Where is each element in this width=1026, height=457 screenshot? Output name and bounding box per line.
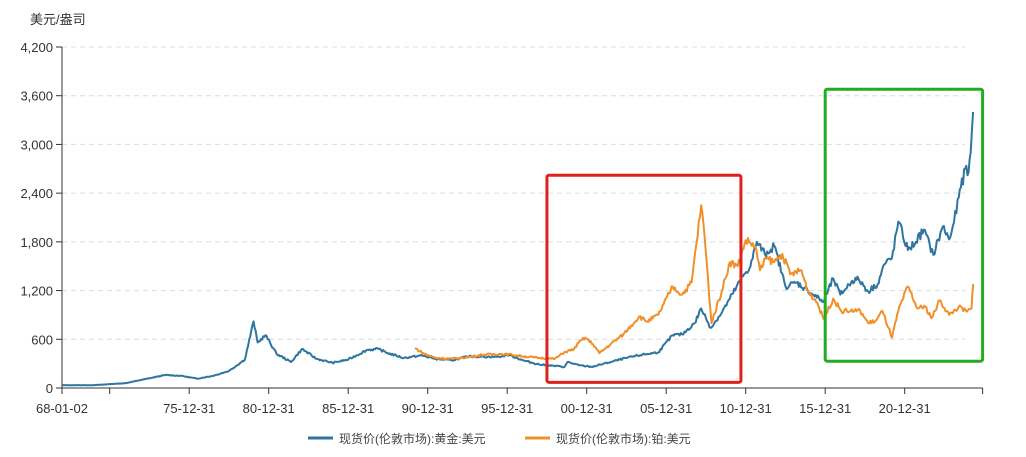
y-axis-unit-label: 美元/盎司 (30, 12, 86, 27)
y-tick-label: 0 (46, 381, 53, 396)
x-tick-label: 90-12-31 (402, 401, 454, 416)
y-tick-label: 3,000 (20, 137, 53, 152)
annotation-boxes (545, 87, 985, 384)
y-tick-label: 600 (31, 332, 53, 347)
x-tick-label: 95-12-31 (481, 401, 533, 416)
x-tick-label: 15-12-31 (799, 401, 851, 416)
gold-price-line (61, 111, 975, 387)
x-tick-label: 05-12-31 (640, 401, 692, 416)
x-tick-label: 00-12-31 (561, 401, 613, 416)
highlight-box-red (545, 173, 743, 384)
x-axis: 68-01-02 75-12-31 80-12-31 85-12-31 90-12-31… (36, 387, 984, 416)
highlight-box-green (823, 87, 985, 363)
x-tick-label: 85-12-31 (322, 401, 374, 416)
x-tick-label: 10-12-31 (720, 401, 772, 416)
legend-item-platinum[interactable]: 现货价(伦敦市场):铂:美元 (525, 431, 691, 446)
y-tick-label: 4,200 (20, 40, 53, 55)
y-tick-label: 1,800 (20, 235, 53, 250)
y-tick-label: 2,400 (20, 186, 53, 201)
y-tick-label: 3,600 (20, 89, 53, 104)
legend-label-gold: 现货价(伦敦市场):黄金:美元 (339, 431, 486, 446)
x-tick-label: 80-12-31 (243, 401, 295, 416)
legend: 现货价(伦敦市场):黄金:美元 现货价(伦敦市场):铂:美元 (308, 431, 691, 446)
gridlines (62, 46, 965, 340)
legend-item-gold[interactable]: 现货价(伦敦市场):黄金:美元 (308, 431, 486, 446)
legend-label-platinum: 现货价(伦敦市场):铂:美元 (556, 431, 691, 446)
y-tick-label: 1,200 (20, 284, 53, 299)
x-tick-label: 68-01-02 (36, 401, 88, 416)
y-axis: 0 600 1,200 1,800 2,400 3,000 3,600 4,200 (20, 40, 63, 396)
x-tick-label: 20-12-31 (879, 401, 931, 416)
series-lines (61, 111, 975, 387)
x-tick-label: 75-12-31 (163, 401, 215, 416)
platinum-price-line (414, 204, 975, 361)
